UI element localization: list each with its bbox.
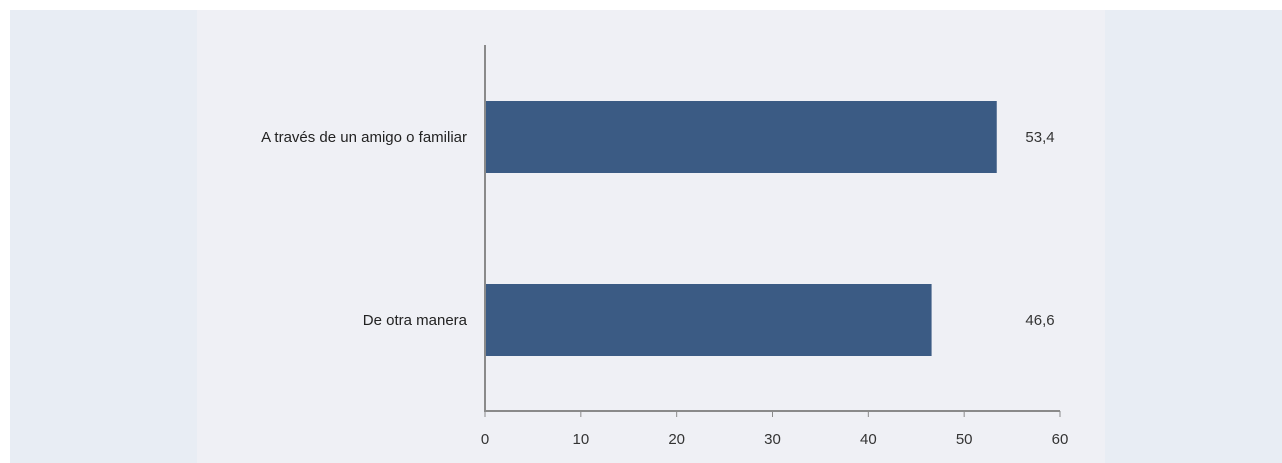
x-tick-label-2: 20 (668, 431, 685, 448)
x-tick-label-6: 60 (1052, 431, 1069, 448)
category-label-0: A través de un amigo o familiar (261, 129, 467, 146)
x-tick-label-5: 50 (956, 431, 973, 448)
x-tick-label-1: 10 (572, 431, 589, 448)
bar-0 (485, 101, 997, 173)
x-tick-label-3: 30 (764, 431, 781, 448)
axis-layer: 0 10 20 30 40 50 60 (481, 45, 1069, 448)
labels-layer: A través de un amigo o familiar 53,4 De ot… (261, 129, 1055, 329)
value-label-0: 53,4 (1025, 129, 1054, 146)
value-label-1: 46,6 (1025, 312, 1054, 329)
bars-layer (485, 101, 997, 356)
x-tick-label-4: 40 (860, 431, 877, 448)
category-label-1: De otra manera (363, 312, 468, 329)
x-tick-label-0: 0 (481, 431, 489, 448)
bar-1 (485, 284, 932, 356)
chart-panel (197, 10, 1105, 463)
